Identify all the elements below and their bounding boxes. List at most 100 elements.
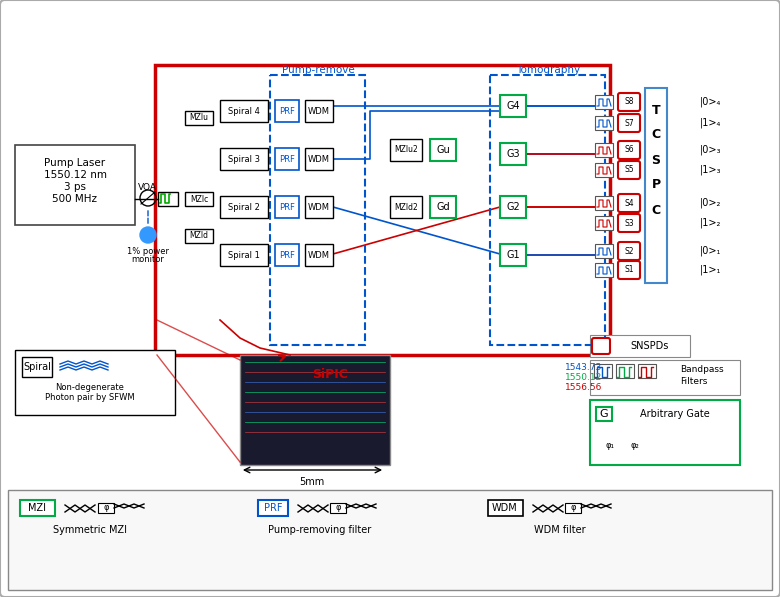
Text: 500 MHz: 500 MHz: [52, 194, 98, 204]
Text: G4: G4: [506, 101, 519, 111]
Text: Spiral 1: Spiral 1: [228, 251, 260, 260]
Text: |1>₄: |1>₄: [700, 118, 722, 128]
Text: PRF: PRF: [279, 155, 295, 164]
Text: G1: G1: [506, 250, 519, 260]
Text: Spiral: Spiral: [23, 362, 51, 372]
Text: Spiral 4: Spiral 4: [228, 106, 260, 115]
FancyBboxPatch shape: [155, 65, 610, 355]
Text: Photon pair by SFWM: Photon pair by SFWM: [45, 392, 135, 402]
FancyBboxPatch shape: [565, 503, 581, 513]
Text: |0>₄: |0>₄: [700, 97, 722, 107]
Text: 1550.12 nm: 1550.12 nm: [44, 170, 107, 180]
Text: Arbitrary Gate: Arbitrary Gate: [640, 409, 710, 419]
Text: WDM: WDM: [492, 503, 518, 513]
Text: P: P: [651, 179, 661, 192]
FancyBboxPatch shape: [488, 500, 523, 516]
FancyBboxPatch shape: [590, 400, 740, 465]
FancyBboxPatch shape: [500, 244, 526, 266]
FancyBboxPatch shape: [305, 244, 333, 266]
FancyBboxPatch shape: [20, 500, 55, 516]
Text: |0>₃: |0>₃: [700, 144, 722, 155]
FancyBboxPatch shape: [275, 244, 299, 266]
FancyBboxPatch shape: [220, 196, 268, 218]
Text: S7: S7: [624, 118, 634, 128]
FancyBboxPatch shape: [185, 111, 213, 125]
Text: MZIc: MZIc: [190, 195, 208, 204]
FancyBboxPatch shape: [595, 163, 613, 177]
FancyBboxPatch shape: [595, 143, 613, 157]
FancyBboxPatch shape: [595, 216, 613, 230]
Text: φ₂: φ₂: [630, 441, 640, 450]
Text: S5: S5: [624, 165, 634, 174]
Text: S2: S2: [624, 247, 633, 256]
Text: WDM: WDM: [308, 251, 330, 260]
Text: S1: S1: [624, 266, 633, 275]
FancyBboxPatch shape: [595, 95, 613, 109]
FancyBboxPatch shape: [305, 100, 333, 122]
Text: MZIu: MZIu: [190, 113, 208, 122]
FancyBboxPatch shape: [275, 196, 299, 218]
Text: WDM: WDM: [308, 202, 330, 211]
Text: VOA: VOA: [137, 183, 157, 192]
Text: Pump Laser: Pump Laser: [44, 158, 105, 168]
Text: WDM: WDM: [308, 155, 330, 164]
FancyBboxPatch shape: [618, 93, 640, 111]
FancyBboxPatch shape: [595, 244, 613, 258]
Text: φ: φ: [103, 503, 108, 512]
FancyBboxPatch shape: [275, 148, 299, 170]
FancyBboxPatch shape: [220, 100, 268, 122]
Text: 1543.73: 1543.73: [565, 364, 602, 373]
Text: 1556.56: 1556.56: [565, 383, 602, 392]
FancyBboxPatch shape: [185, 229, 213, 243]
FancyBboxPatch shape: [596, 407, 612, 421]
Text: SiPIC: SiPIC: [312, 368, 348, 381]
Text: S: S: [651, 153, 661, 167]
FancyBboxPatch shape: [618, 242, 640, 260]
FancyBboxPatch shape: [390, 139, 422, 161]
FancyBboxPatch shape: [15, 350, 175, 415]
FancyBboxPatch shape: [390, 196, 422, 218]
FancyBboxPatch shape: [330, 503, 346, 513]
FancyBboxPatch shape: [590, 335, 690, 357]
Text: S3: S3: [624, 219, 634, 227]
FancyBboxPatch shape: [645, 88, 667, 283]
FancyBboxPatch shape: [500, 95, 526, 117]
Text: MZIu2: MZIu2: [394, 146, 418, 155]
FancyBboxPatch shape: [220, 244, 268, 266]
FancyBboxPatch shape: [500, 143, 526, 165]
FancyBboxPatch shape: [500, 196, 526, 218]
Text: S6: S6: [624, 146, 634, 155]
Text: |1>₂: |1>₂: [700, 218, 722, 228]
FancyBboxPatch shape: [618, 194, 640, 212]
Text: PRF: PRF: [279, 106, 295, 115]
FancyBboxPatch shape: [258, 500, 288, 516]
Text: 1% power: 1% power: [127, 248, 169, 257]
Text: T: T: [651, 103, 661, 116]
FancyBboxPatch shape: [220, 148, 268, 170]
FancyBboxPatch shape: [430, 139, 456, 161]
Text: φ₁: φ₁: [605, 441, 615, 450]
Text: Tomography: Tomography: [516, 65, 580, 75]
Text: 3 ps: 3 ps: [64, 182, 86, 192]
Text: S4: S4: [624, 198, 634, 208]
FancyBboxPatch shape: [595, 263, 613, 277]
FancyBboxPatch shape: [98, 503, 114, 513]
Text: C: C: [651, 128, 661, 141]
Text: Gu: Gu: [436, 145, 450, 155]
FancyBboxPatch shape: [158, 192, 178, 206]
Text: Spiral 3: Spiral 3: [228, 155, 260, 164]
Text: |1>₁: |1>₁: [700, 264, 722, 275]
Text: PRF: PRF: [279, 202, 295, 211]
Text: Pump-remove: Pump-remove: [282, 65, 354, 75]
FancyBboxPatch shape: [240, 355, 390, 465]
Circle shape: [140, 227, 156, 243]
FancyBboxPatch shape: [618, 261, 640, 279]
Text: Symmetric MZI: Symmetric MZI: [53, 525, 127, 535]
Text: MZId2: MZId2: [394, 202, 418, 211]
FancyBboxPatch shape: [305, 196, 333, 218]
Text: |0>₂: |0>₂: [700, 198, 722, 208]
Text: Spiral 2: Spiral 2: [228, 202, 260, 211]
Text: PRF: PRF: [279, 251, 295, 260]
Text: φ: φ: [570, 503, 576, 512]
FancyBboxPatch shape: [595, 116, 613, 130]
